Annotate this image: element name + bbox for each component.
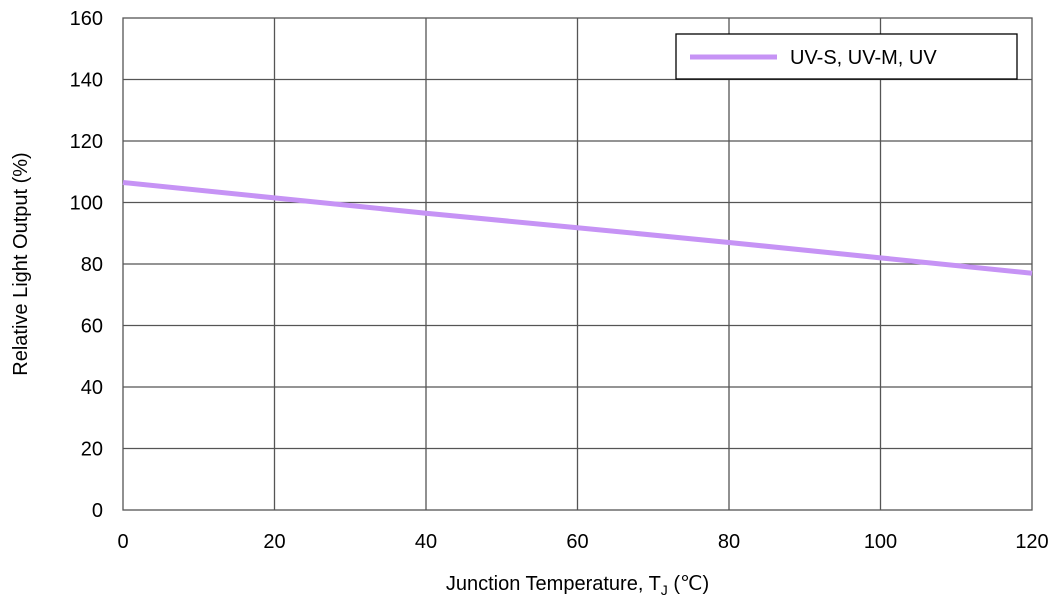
y-tick-label: 0 (92, 500, 103, 522)
x-tick-label: 60 (566, 531, 588, 553)
x-tick-label: 20 (263, 531, 285, 553)
legend: UV-S, UV-M, UV (675, 33, 1018, 80)
x-tick-label: 100 (864, 531, 897, 553)
x-axis-title-subscript: J (661, 582, 668, 598)
legend-label: UV-S, UV-M, UV (790, 47, 937, 69)
series-layer (122, 180, 1033, 276)
series-line (122, 180, 1033, 276)
x-axis-title-main: Junction Temperature, T (446, 573, 661, 595)
y-tick-label: 120 (70, 131, 103, 153)
grid (123, 18, 1032, 510)
y-tick-label: 160 (70, 8, 103, 30)
y-tick-label: 60 (81, 316, 103, 338)
y-tick-labels: 0 20 40 60 80 100 120 140 160 (70, 8, 103, 522)
y-axis-title: Relative Light Output (%) (10, 152, 32, 375)
x-axis-title: Junction Temperature, TJ (℃) (446, 573, 709, 598)
x-tick-label: 40 (415, 531, 437, 553)
plot-border (122, 17, 1033, 511)
y-tick-label: 140 (70, 70, 103, 92)
y-tick-label: 80 (81, 254, 103, 276)
x-tick-label: 80 (718, 531, 740, 553)
y-tick-label: 40 (81, 377, 103, 399)
x-tick-label: 120 (1015, 531, 1048, 553)
x-axis-title-unit: (℃) (668, 573, 709, 595)
y-tick-label: 20 (81, 439, 103, 461)
x-tick-label: 0 (117, 531, 128, 553)
x-tick-labels: 0 20 40 60 80 100 120 (117, 531, 1048, 553)
y-tick-label: 100 (70, 193, 103, 215)
